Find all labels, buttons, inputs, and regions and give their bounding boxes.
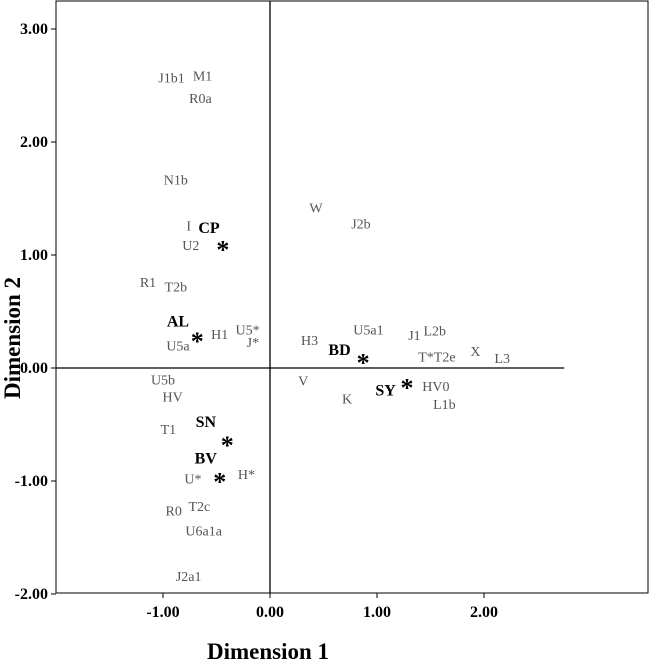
haplogroup-label: V <box>298 374 308 389</box>
y-tick-label: -2.00 <box>15 586 48 603</box>
y-tick-label: 3.00 <box>20 21 48 38</box>
population-marker: * <box>191 327 204 356</box>
population-label: SY <box>375 382 396 399</box>
x-tick-label: 2.00 <box>470 604 498 621</box>
population-label: CP <box>198 220 220 237</box>
population-marker: * <box>221 431 234 460</box>
y-tick-label: 2.00 <box>20 134 48 151</box>
population-marker: * <box>400 374 413 403</box>
x-tick-label: 0.00 <box>256 604 284 621</box>
reference-lines <box>56 1 565 593</box>
haplogroup-label: U2 <box>182 239 199 254</box>
haplogroup-label: U5b <box>151 373 175 388</box>
haplogroup-label: J* <box>247 336 259 351</box>
haplogroup-label: J1b1 <box>158 72 184 87</box>
x-tick-label: 1.00 <box>363 604 391 621</box>
population-marker: * <box>213 467 226 496</box>
population-markers: *CP*AL*BD*SY*SN*BV <box>167 220 414 497</box>
haplogroup-label: U5a1 <box>353 324 383 339</box>
haplogroup-label: T*T2e <box>418 351 455 366</box>
population-label: SN <box>196 414 217 431</box>
haplogroup-label: R1 <box>140 276 156 291</box>
haplogroup-label: N1b <box>164 173 188 188</box>
haplogroup-label: J1 <box>408 329 420 344</box>
haplogroup-label: U6a1a <box>185 525 222 540</box>
haplogroup-label: HV0 <box>422 380 449 395</box>
axis-ticks: 3.00 2.00 1.00 0.00 -1.00 -2.00 -1.00 0.00 1.00 2… <box>15 21 498 621</box>
haplogroup-label: U5a <box>166 339 190 354</box>
y-tick-label: 1.00 <box>20 247 48 264</box>
haplogroup-label: H3 <box>301 334 318 349</box>
haplogroup-label: I <box>186 220 191 235</box>
haplogroup-label: T2c <box>188 500 210 515</box>
population-label: BD <box>328 342 350 359</box>
haplogroup-label: T2b <box>165 281 188 296</box>
point-labels: J1b1 M1 R0a N1b I U2 R1 T2b H1 U5*J* U5a U5b HV T1 U* H… <box>140 69 510 585</box>
population-label: AL <box>167 314 189 331</box>
haplogroup-label: H* <box>238 468 255 483</box>
haplogroup-label: L1b <box>433 398 456 413</box>
haplogroup-label: T1 <box>161 423 177 438</box>
haplogroup-label: HV <box>163 390 183 405</box>
population-marker: * <box>357 349 370 378</box>
haplogroup-label: W <box>309 202 323 217</box>
y-axis-title: Dimension 2 <box>0 277 25 399</box>
haplogroup-label: K <box>342 393 352 408</box>
haplogroup-label: R0a <box>189 92 212 107</box>
haplogroup-label: J2a1 <box>176 570 202 585</box>
haplogroup-label: L2b <box>423 325 446 340</box>
x-axis-title: Dimension 1 <box>207 639 329 662</box>
x-tick-label: -1.00 <box>146 604 179 621</box>
y-tick-label: 0.00 <box>20 360 48 377</box>
haplogroup-label: M1 <box>193 69 212 84</box>
population-marker: * <box>216 236 229 265</box>
haplogroup-label: J2b <box>351 217 370 232</box>
haplogroup-label: H1 <box>211 328 228 343</box>
haplogroup-label: R0 <box>166 504 182 519</box>
population-label: BV <box>195 450 218 467</box>
haplogroup-label: X <box>470 345 480 360</box>
plot-frame <box>55 0 649 594</box>
y-tick-label: -1.00 <box>15 473 48 490</box>
haplogroup-label: L3 <box>494 352 510 367</box>
haplogroup-label: U* <box>184 473 201 488</box>
haplogroup-label: U5* <box>235 324 259 339</box>
